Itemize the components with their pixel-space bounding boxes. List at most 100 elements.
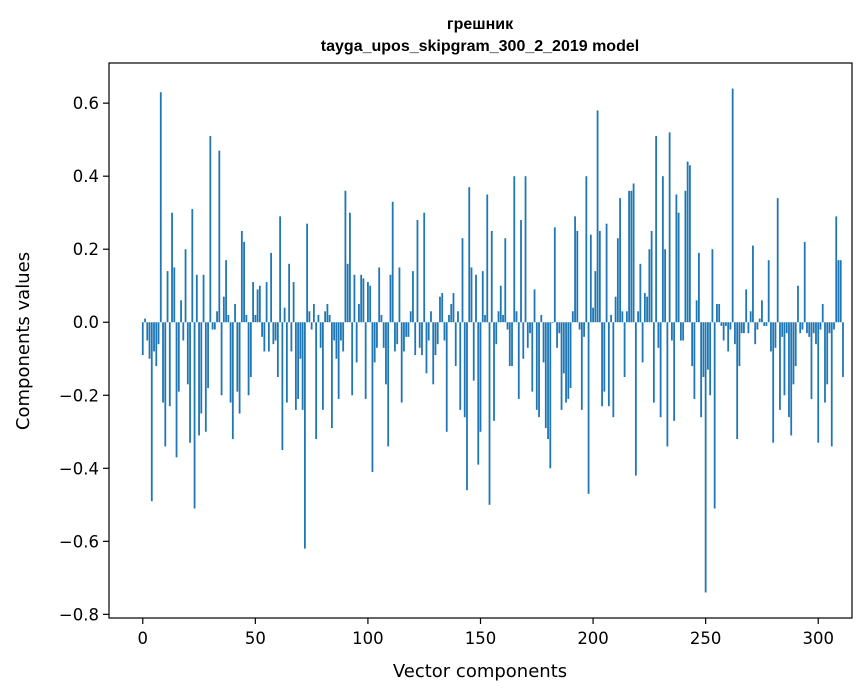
- bar: [601, 322, 603, 407]
- bar: [828, 322, 831, 334]
- bar: [466, 322, 468, 491]
- y-tick-label: −0.8: [59, 605, 99, 624]
- bar: [522, 322, 525, 359]
- bar: [189, 322, 191, 443]
- bar: [765, 322, 768, 326]
- bar: [459, 322, 462, 410]
- bar: [454, 322, 457, 367]
- bar: [688, 165, 691, 323]
- bar: [623, 322, 626, 378]
- bar: [691, 322, 694, 367]
- bar: [337, 322, 340, 399]
- y-axis-label: Components values: [13, 252, 34, 430]
- bar: [682, 322, 685, 341]
- bar: [173, 267, 176, 323]
- y-tick-label: −0.2: [59, 386, 99, 405]
- bar: [781, 322, 784, 337]
- bar: [520, 220, 522, 323]
- bar: [387, 322, 390, 447]
- x-tick-label: 250: [690, 629, 722, 648]
- x-tick-label: 0: [138, 629, 149, 648]
- bar: [457, 311, 459, 323]
- bar: [396, 322, 399, 345]
- bar: [707, 322, 709, 370]
- bar: [281, 322, 284, 451]
- bar: [743, 322, 745, 334]
- bar: [497, 311, 500, 323]
- bar: [752, 245, 754, 323]
- bar: [331, 322, 333, 429]
- bar: [285, 322, 288, 403]
- bar: [324, 311, 327, 323]
- bar: [801, 322, 804, 330]
- bar: [747, 322, 750, 334]
- bar: [776, 198, 779, 323]
- bar: [598, 230, 601, 323]
- bar: [808, 322, 811, 337]
- bar: [175, 322, 178, 458]
- bar: [612, 322, 615, 418]
- bar: [643, 293, 646, 323]
- bar: [159, 92, 162, 323]
- bar: [335, 322, 338, 359]
- bar: [693, 322, 696, 399]
- bar: [254, 314, 257, 323]
- x-tick-label: 100: [352, 629, 384, 648]
- bar: [231, 322, 234, 440]
- bar: [709, 322, 712, 396]
- bar: [204, 322, 207, 432]
- bar: [213, 322, 216, 330]
- bar: [722, 322, 725, 341]
- bar: [812, 322, 815, 334]
- bar: [659, 322, 662, 418]
- bar: [409, 311, 412, 323]
- bar: [182, 322, 185, 341]
- bar: [641, 322, 644, 363]
- bar: [236, 322, 239, 392]
- bar: [193, 322, 196, 509]
- bar: [756, 322, 759, 330]
- bar: [376, 322, 378, 348]
- bar: [238, 322, 241, 414]
- bar: [191, 209, 194, 323]
- bar: [247, 322, 250, 396]
- bar: [725, 322, 727, 326]
- bar: [252, 282, 254, 323]
- bar: [727, 322, 730, 352]
- bar: [146, 322, 149, 341]
- bar: [475, 274, 477, 323]
- bar: [463, 322, 466, 418]
- bar: [340, 322, 342, 341]
- bar: [202, 274, 205, 323]
- bar: [664, 249, 667, 323]
- bar: [666, 322, 669, 447]
- bar: [186, 322, 189, 385]
- bar: [576, 230, 579, 323]
- bar: [355, 322, 358, 363]
- bar: [616, 238, 619, 323]
- bar: [758, 318, 761, 323]
- bar: [810, 322, 813, 399]
- bar: [418, 322, 421, 348]
- bar: [698, 252, 700, 323]
- bar: [529, 322, 531, 334]
- bar: [486, 194, 489, 323]
- bar: [493, 322, 495, 421]
- bar: [720, 322, 723, 326]
- bar: [517, 322, 520, 399]
- bar: [267, 322, 270, 352]
- bar: [533, 289, 536, 323]
- bar: [164, 322, 167, 447]
- bar: [490, 230, 493, 323]
- bar: [583, 322, 585, 337]
- bar: [738, 322, 741, 367]
- bar: [326, 303, 329, 323]
- bar: [427, 322, 430, 341]
- bar: [225, 260, 227, 323]
- bar: [673, 322, 676, 421]
- bar: [155, 322, 158, 367]
- bar: [439, 296, 441, 323]
- bar: [560, 322, 563, 410]
- bar: [448, 314, 450, 323]
- bar: [432, 322, 435, 385]
